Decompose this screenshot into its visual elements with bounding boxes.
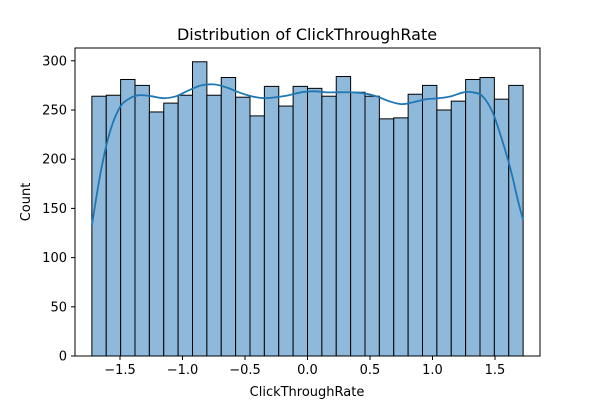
y-tick-label: 100 <box>42 251 67 266</box>
histogram-bar <box>393 117 409 357</box>
histogram-bar <box>263 85 280 357</box>
histogram-bar <box>364 95 380 357</box>
histogram-bar <box>335 76 352 357</box>
histogram-bar <box>436 109 452 357</box>
y-axis-label: Count <box>19 183 34 222</box>
x-axis-label: ClickThroughRate <box>250 385 365 400</box>
histogram-bar <box>134 84 150 357</box>
histogram-bar <box>148 111 165 357</box>
histogram-bar <box>407 93 423 357</box>
x-tick-label: 0.5 <box>360 363 381 378</box>
histogram-bars <box>91 61 524 357</box>
histogram-bar <box>120 78 136 357</box>
histogram-bar <box>422 84 438 357</box>
histogram-bar <box>163 102 179 357</box>
histogram-bar <box>450 100 467 357</box>
x-axis-ticks: −1.5 −1.0 −0.5 0.0 0.5 1.0 1.5 <box>104 356 505 378</box>
histogram-bar <box>91 95 107 357</box>
x-tick-label: 0.0 <box>297 363 318 378</box>
histogram-bar <box>249 115 265 357</box>
x-tick-label: −0.5 <box>229 363 261 378</box>
histogram-bar <box>220 77 237 357</box>
y-axis-ticks: 0 50 100 150 200 250 300 <box>42 54 75 365</box>
y-tick-label: 200 <box>42 153 67 168</box>
y-tick-label: 150 <box>42 202 67 217</box>
y-tick-label: 250 <box>42 103 67 118</box>
histogram-bar <box>378 118 395 357</box>
chart-title: Distribution of ClickThroughRate <box>177 25 437 44</box>
y-tick-label: 0 <box>59 350 67 365</box>
kde-curve <box>91 83 524 226</box>
x-tick-label: 1.5 <box>485 363 506 378</box>
x-tick-label: −1.5 <box>104 363 136 378</box>
x-tick-label: 1.0 <box>422 363 443 378</box>
histogram-bar <box>350 91 366 357</box>
y-tick-label: 50 <box>50 300 67 315</box>
histogram-bar <box>192 61 208 357</box>
histogram-bar <box>321 95 337 357</box>
y-tick-label: 300 <box>42 54 67 69</box>
histogram-bar <box>278 105 294 357</box>
histogram-bar <box>235 96 251 357</box>
histogram-bar <box>206 94 222 357</box>
histogram-bar <box>177 94 193 357</box>
histogram-bar <box>465 78 481 357</box>
histogram-bar <box>508 84 524 357</box>
histogram-bar <box>307 87 323 357</box>
x-tick-label: −1.0 <box>167 363 199 378</box>
histogram-bar <box>479 77 495 357</box>
histogram-bar <box>292 85 308 357</box>
